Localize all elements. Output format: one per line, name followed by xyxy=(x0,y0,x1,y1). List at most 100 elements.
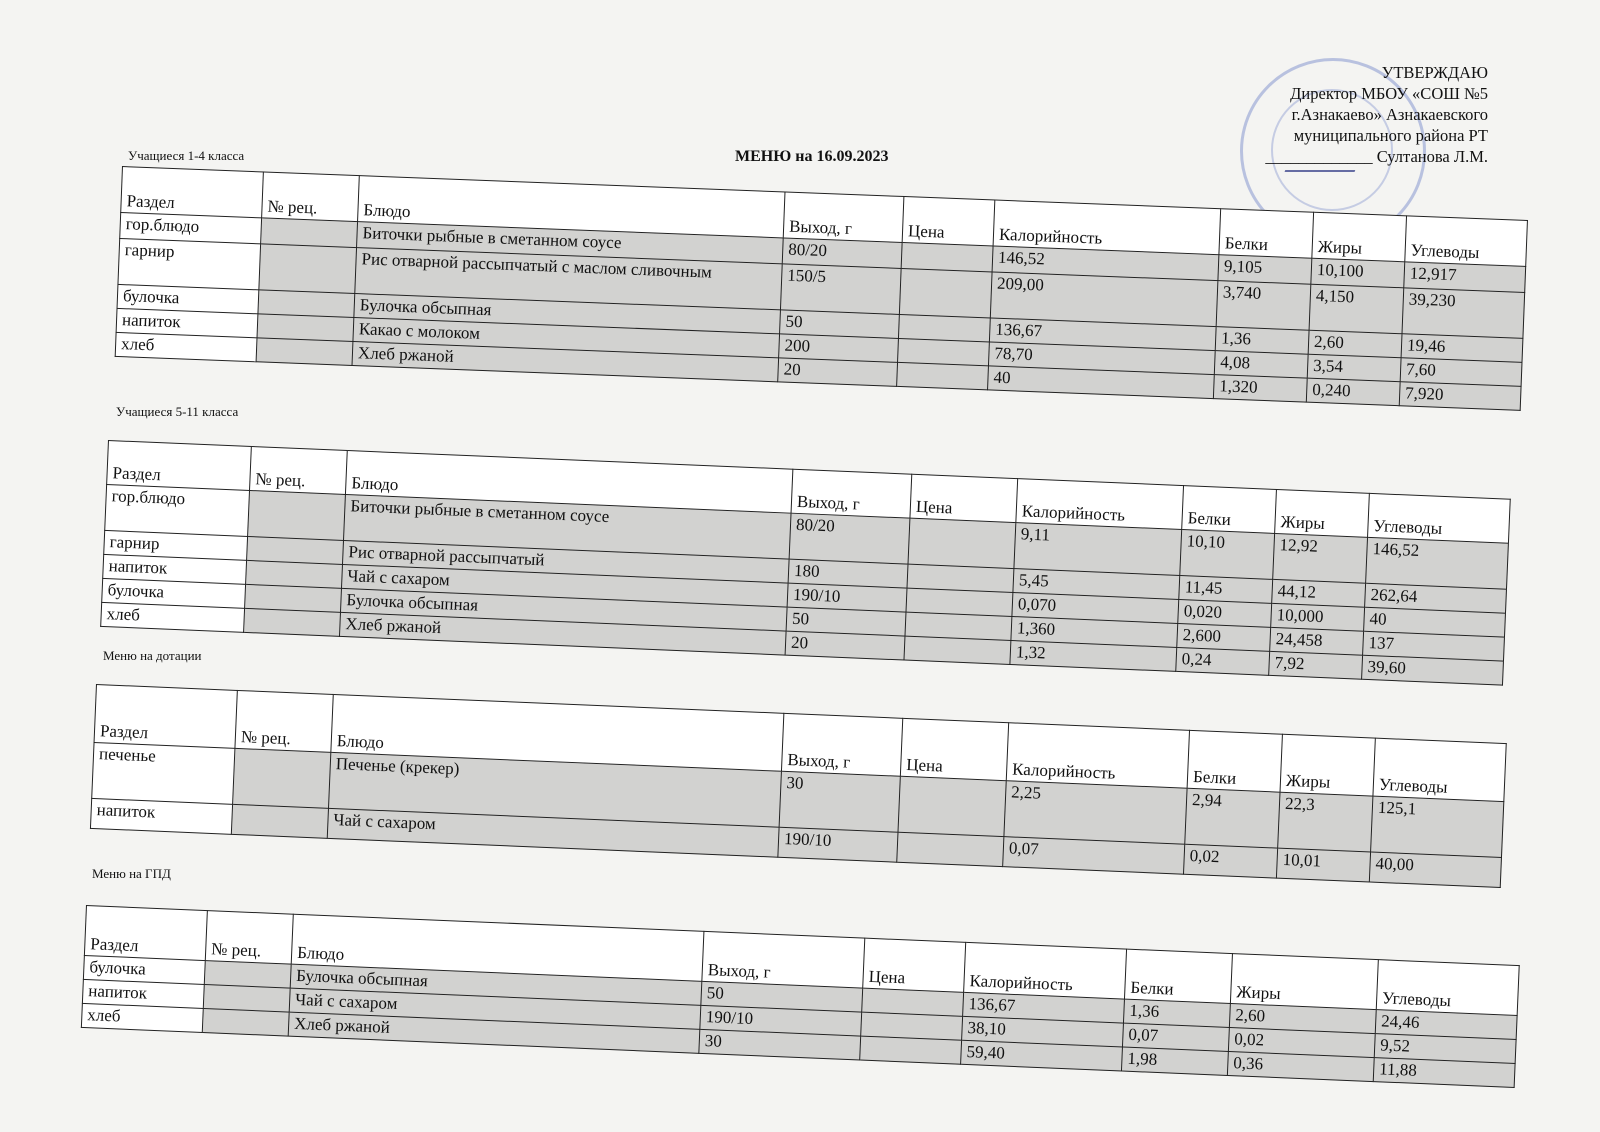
column-header: Раздел xyxy=(106,440,252,491)
table-cell: хлеб xyxy=(100,602,245,633)
page-title: МЕНЮ на 16.09.2023 xyxy=(735,148,889,165)
table-cell: 7,92 xyxy=(1268,651,1363,680)
table-cell: 0,02 xyxy=(1183,844,1278,879)
column-header: Углеводы xyxy=(1404,215,1528,267)
column-header: Выход, г xyxy=(781,713,903,777)
table-cell: 0,24 xyxy=(1175,647,1270,676)
table-cell: 0,07 xyxy=(1002,836,1185,875)
column-header: Выход, г xyxy=(791,469,912,519)
column-header: № рец. xyxy=(249,446,348,495)
table-cell: 0,36 xyxy=(1227,1051,1375,1082)
table-cell: 3,740 xyxy=(1216,280,1311,331)
table-cell: печенье xyxy=(91,742,235,805)
table-cell xyxy=(899,268,993,318)
table-cell: 125,1 xyxy=(1370,796,1504,858)
table-cell: 10,100 xyxy=(1310,258,1405,288)
column-header: № рец. xyxy=(205,910,294,965)
table-cell: 30 xyxy=(779,771,901,833)
column-header: Жиры xyxy=(1230,953,1379,1010)
approval-line: муниципального района РТ xyxy=(1293,126,1488,145)
table-cell: 4,150 xyxy=(1309,284,1404,334)
table-cell xyxy=(903,636,1011,665)
approval-block: УТВЕРЖДАЮ Директор МБОУ «СОШ №5 г.Азнака… xyxy=(1265,62,1488,167)
column-header: Жиры xyxy=(1274,489,1370,538)
table-cell: напиток xyxy=(90,798,233,835)
section-label: Меню на ГПД xyxy=(92,866,171,881)
table-cell: 2,94 xyxy=(1184,788,1281,849)
column-header: Выход, г xyxy=(701,931,865,989)
section-label: Учащиеся 1-4 класса xyxy=(128,148,245,163)
table-cell xyxy=(232,748,331,809)
table-cell xyxy=(256,337,353,366)
table-cell: 12,92 xyxy=(1272,533,1368,584)
table-cell xyxy=(243,608,341,637)
column-header: Цена xyxy=(862,938,966,993)
table-cell: 7,920 xyxy=(1399,381,1522,411)
table-cell xyxy=(257,313,354,342)
table-cell: хлеб xyxy=(115,332,258,362)
table-cell: 80/20 xyxy=(789,513,910,565)
column-header: Цена xyxy=(909,474,1018,523)
column-header: Калорийность xyxy=(963,942,1127,1000)
table-cell: 11,88 xyxy=(1373,1057,1516,1088)
menu-table: Раздел № рец. Блюдо Выход, г Цена Калорийност… xyxy=(100,440,1511,686)
table-cell xyxy=(260,217,358,248)
table-cell xyxy=(897,776,1007,837)
column-header: Калорийность xyxy=(1006,722,1190,789)
table-cell: 1,36 xyxy=(1215,326,1310,355)
column-header: Калорийность xyxy=(1015,478,1184,530)
table-cell: 2,60 xyxy=(1308,330,1403,358)
approval-line: Директор МБОУ «СОШ №5 xyxy=(1290,84,1488,103)
table-cell: 3,54 xyxy=(1307,354,1402,382)
table-cell xyxy=(257,289,355,318)
table-cell: 39,230 xyxy=(1402,287,1525,339)
column-header: Белки xyxy=(1218,208,1314,259)
approval-line: г.Азнакаево» Азнакаевского xyxy=(1291,105,1488,124)
column-header: Белки xyxy=(1181,485,1277,534)
column-header: Жиры xyxy=(1280,734,1376,797)
menu-table: Раздел № рец. Блюдо Выход, г Цена Калорийност… xyxy=(89,684,1507,889)
table-cell: 22,3 xyxy=(1277,792,1373,853)
table-cell: 39,60 xyxy=(1361,655,1504,686)
approval-line: УТВЕРЖДАЮ xyxy=(1381,63,1488,82)
column-header: Белки xyxy=(1187,730,1283,793)
table-cell: 20 xyxy=(785,631,905,661)
table-cell: 10,10 xyxy=(1179,529,1275,580)
table-cell: 1,320 xyxy=(1213,374,1308,403)
table-cell: хлеб xyxy=(81,1003,204,1033)
table-cell: 1,98 xyxy=(1121,1047,1229,1076)
table-cell: 146,52 xyxy=(1365,537,1509,590)
table-cell: 190/10 xyxy=(777,827,898,863)
table-cell xyxy=(859,1036,962,1065)
column-header: Раздел xyxy=(84,905,208,961)
column-header: № рец. xyxy=(234,690,334,753)
table-cell: 20 xyxy=(777,357,898,387)
column-header: Углеводы xyxy=(1367,493,1511,544)
column-header: Углеводы xyxy=(1372,738,1507,802)
table-cell xyxy=(258,243,357,294)
table-cell xyxy=(901,242,994,272)
table-cell: гарнир xyxy=(117,238,261,290)
table-cell xyxy=(908,518,1016,569)
column-header: Цена xyxy=(902,196,995,246)
column-header: Углеводы xyxy=(1376,959,1520,1016)
section-label: Учащиеся 5-11 класса xyxy=(116,404,239,419)
table-cell xyxy=(247,490,346,541)
table-cell xyxy=(896,832,1004,867)
column-header: № рец. xyxy=(261,171,360,222)
table-cell xyxy=(202,1008,290,1037)
column-header: Жиры xyxy=(1311,212,1407,262)
section-label: Меню на дотации xyxy=(103,648,202,663)
column-header: Выход, г xyxy=(783,191,904,243)
table-cell: 9,105 xyxy=(1217,254,1312,285)
table-cell: 40,00 xyxy=(1369,852,1502,888)
table-cell xyxy=(897,338,990,366)
table-cell: 0,240 xyxy=(1306,378,1401,406)
table-cell: 2,25 xyxy=(1003,780,1188,845)
table-cell: гор.блюдо xyxy=(104,484,250,537)
table-cell xyxy=(204,960,292,989)
table-cell xyxy=(231,804,329,839)
table-cell xyxy=(203,984,291,1013)
column-header: Цена xyxy=(900,718,1009,781)
approval-line: _____________ Султанова Л.М. xyxy=(1265,147,1488,166)
